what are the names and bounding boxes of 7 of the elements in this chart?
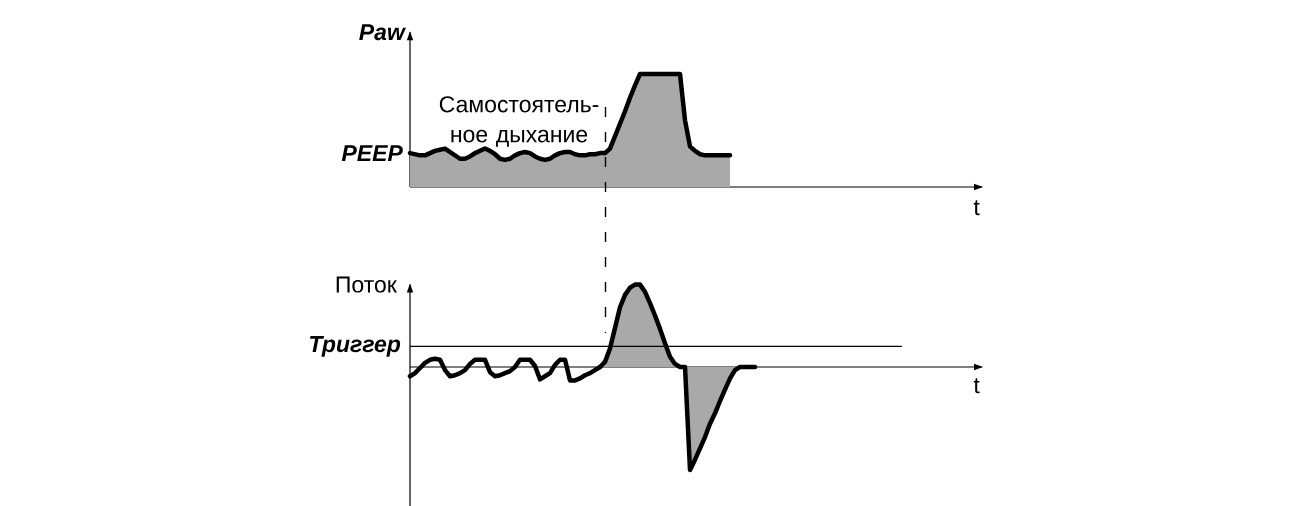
- y-axis-title: Paw: [359, 24, 407, 41]
- x-axis-title: t: [973, 378, 980, 394]
- ref-line-label: Триггер: [310, 336, 401, 357]
- y-axis-title: Поток: [336, 276, 397, 293]
- x-axis-title: t: [973, 200, 980, 216]
- text: PEEP: [341, 145, 403, 162]
- annotation: Самостоятель- ное дыхание: [439, 96, 599, 147]
